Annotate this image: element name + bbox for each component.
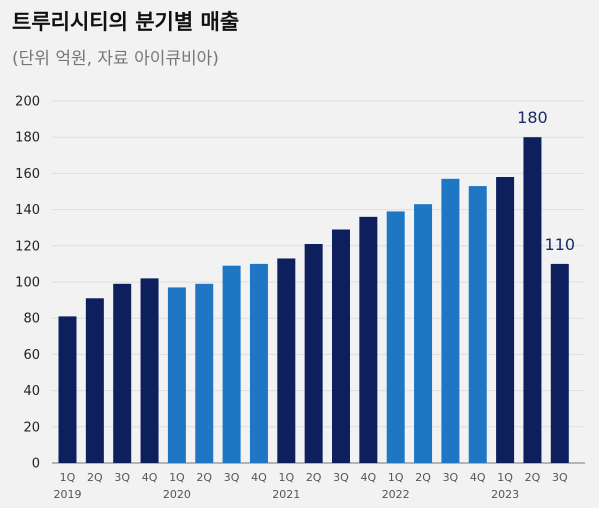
- y-tick-label: 100: [15, 276, 40, 291]
- bar: [140, 278, 159, 463]
- x-tick-label: 2Q: [306, 471, 322, 484]
- x-year-label: 2021: [272, 488, 300, 501]
- bar: [468, 186, 487, 463]
- y-tick-label: 120: [15, 239, 40, 254]
- chart-subtitle: (단위 억원, 자료 아이큐비아): [12, 49, 219, 69]
- y-tick-label: 60: [23, 348, 40, 363]
- x-tick-label: 1Q: [497, 471, 513, 484]
- y-tick-label: 0: [32, 457, 40, 472]
- x-tick-label: 1Q: [388, 471, 404, 484]
- x-tick-label: 4Q: [361, 471, 377, 484]
- x-tick-label: 1Q: [169, 471, 185, 484]
- bar: [332, 229, 350, 463]
- y-tick-label: 200: [15, 95, 40, 110]
- y-tick-label: 20: [23, 420, 40, 435]
- x-year-label: 2020: [163, 488, 191, 501]
- x-tick-label: 4Q: [251, 471, 267, 484]
- x-tick-label: 3Q: [333, 471, 349, 484]
- x-tick-label: 3Q: [552, 471, 568, 484]
- x-year-label: 2023: [491, 488, 519, 501]
- x-tick-label: 3Q: [114, 471, 130, 484]
- y-tick-label: 140: [15, 203, 40, 218]
- x-tick-label: 2Q: [196, 471, 212, 484]
- data-labels: 180 110: [517, 108, 575, 254]
- bar: [195, 283, 214, 463]
- x-tick-label: 2Q: [415, 471, 431, 484]
- x-tick-label: 3Q: [224, 471, 240, 484]
- bar: [386, 211, 405, 463]
- x-axis: 1Q 2019 2Q 3Q 4Q 1Q 2020 2Q 3Q 4Q 1Q 2021 2Q 3Q 4Q 1Q 20…: [54, 471, 568, 501]
- x-tick-label: 2Q: [525, 471, 541, 484]
- bar: [523, 137, 542, 463]
- x-tick-label: 2Q: [87, 471, 103, 484]
- bar: [359, 216, 378, 463]
- x-tick-label: 4Q: [470, 471, 486, 484]
- y-axis: 0 20 40 60 80 100 120 140 160 180 200: [15, 95, 40, 472]
- bar: [249, 263, 268, 463]
- bar: [414, 204, 433, 464]
- x-year-label: 2022: [382, 488, 410, 501]
- chart-title: 트루리시티의 분기별 매출: [12, 10, 240, 34]
- y-tick-label: 80: [23, 312, 40, 327]
- data-label: 110: [545, 235, 576, 254]
- bar: [496, 177, 515, 463]
- bar: [277, 258, 296, 463]
- bar: [58, 316, 77, 463]
- x-tick-label: 1Q: [278, 471, 294, 484]
- bar: [550, 263, 569, 463]
- x-tick-label: 1Q: [60, 471, 76, 484]
- x-tick-label: 3Q: [443, 471, 459, 484]
- bar: [441, 178, 460, 463]
- bar: [222, 265, 241, 463]
- y-tick-label: 40: [23, 384, 40, 399]
- bar: [113, 283, 132, 463]
- y-tick-label: 160: [15, 167, 40, 182]
- bar: [85, 298, 104, 463]
- bars: [58, 137, 569, 464]
- bar: [167, 287, 186, 463]
- y-tick-label: 180: [15, 131, 40, 146]
- data-label: 180: [517, 108, 548, 127]
- x-year-label: 2019: [54, 488, 82, 501]
- x-tick-label: 4Q: [142, 471, 158, 484]
- bar: [304, 243, 323, 463]
